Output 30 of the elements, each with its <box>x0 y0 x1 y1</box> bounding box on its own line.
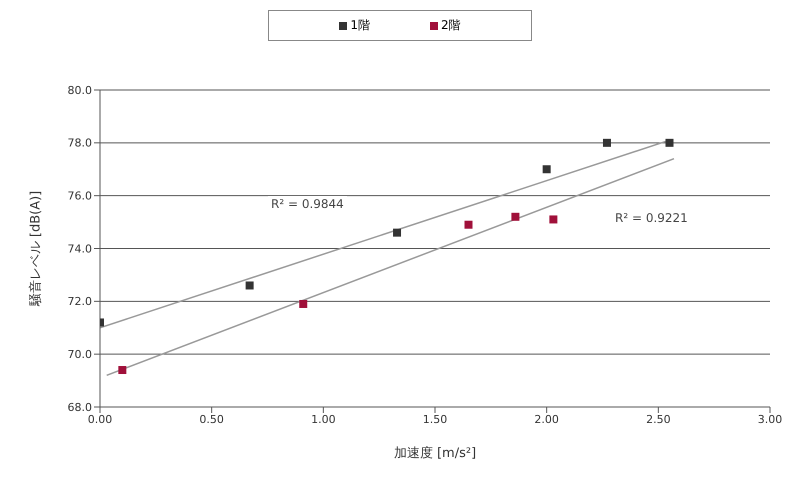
annotation: R² = 0.9221 <box>612 210 691 226</box>
x-tick-label: 3.00 <box>758 412 782 426</box>
y-tick-label: 78.0 <box>68 136 92 150</box>
x-tick-label: 0.50 <box>199 412 224 426</box>
x-axis-title: 加速度 [m/s²] <box>394 445 476 461</box>
point <box>511 212 520 221</box>
point <box>464 220 472 229</box>
y-tick-label: 76.0 <box>68 190 92 203</box>
x-tick-label: 1.00 <box>311 412 336 426</box>
point <box>246 281 254 290</box>
y-tick-label: 80.0 <box>68 84 92 97</box>
x-tick-label: 2.00 <box>534 412 559 426</box>
y-tick-label: 68.0 <box>68 400 92 414</box>
x-tick-label: 2.50 <box>646 412 671 426</box>
y-tick-label: 72.0 <box>68 295 92 308</box>
y-tick-label: 70.0 <box>68 348 92 362</box>
point <box>542 165 551 174</box>
x-tick-label: 1.50 <box>422 412 448 426</box>
point <box>666 138 674 147</box>
y-axis-title: 騒音レベル [dB(A)] <box>28 190 44 308</box>
point <box>602 138 611 147</box>
point <box>393 228 402 237</box>
legend-label: 1階 <box>349 17 370 34</box>
point <box>549 215 558 224</box>
point <box>299 300 308 308</box>
x-tick-label: 0.00 <box>88 412 112 426</box>
point <box>118 366 126 374</box>
legend-label: 2階 <box>440 17 461 34</box>
y-tick-label: 74.0 <box>68 242 92 256</box>
annotation: R² = 0.9844 <box>268 196 347 212</box>
